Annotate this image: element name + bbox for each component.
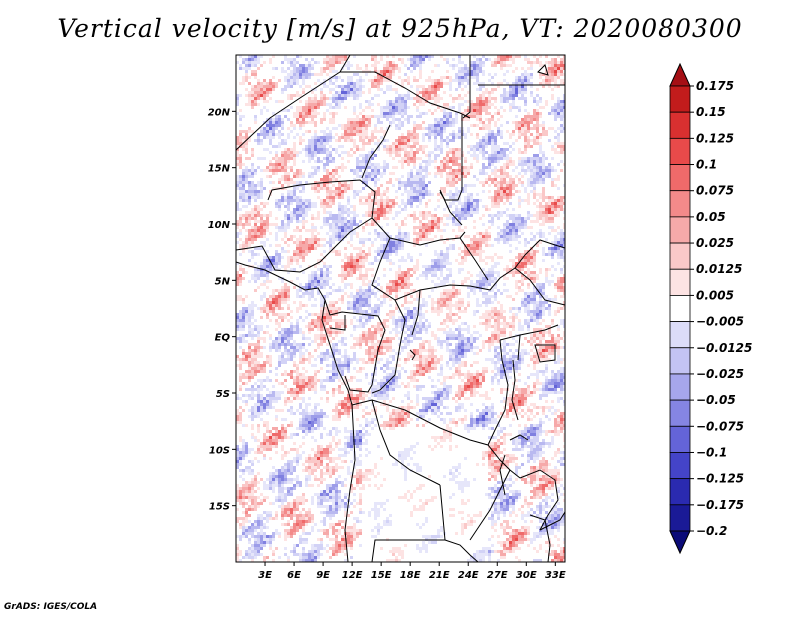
colorbar-label: 0.175	[696, 79, 734, 93]
colorbar-label: −0.025	[696, 367, 744, 381]
x-tick-label: 15E	[371, 570, 392, 581]
colorbar-segment	[669, 452, 691, 480]
colorbar-label: 0.05	[696, 210, 726, 224]
colorbar-top-arrow	[669, 62, 691, 87]
y-tick-label: 15N	[208, 164, 231, 175]
colorbar-label: −0.175	[696, 498, 744, 512]
y-tick-label: 5S	[216, 389, 230, 400]
y-tick-label: 15S	[209, 502, 230, 513]
colorbar-segment	[669, 216, 691, 244]
y-tick-label: 20N	[208, 107, 231, 118]
x-tick-label: 9E	[316, 570, 330, 581]
colorbar-label: −0.005	[696, 315, 744, 329]
y-axis: 20N 15N 10N 5N EQ 5S 10S 15S	[208, 107, 236, 513]
x-tick-label: 24E	[458, 570, 479, 581]
x-tick-label: 27E	[487, 570, 508, 581]
colorbar-segment	[669, 347, 691, 375]
y-tick-label: 10N	[208, 220, 231, 231]
y-tick-label: 10S	[209, 445, 230, 456]
colorbar-segment	[669, 478, 691, 506]
grads-credit: GrADS: IGES/COLA	[4, 602, 98, 612]
y-tick-label: EQ	[215, 333, 231, 344]
colorbar-label: 0.075	[696, 184, 734, 198]
velocity-field	[236, 55, 565, 562]
colorbar-segment	[669, 268, 691, 296]
x-tick-label: 3E	[258, 570, 272, 581]
colorbar-label: −0.1	[696, 445, 727, 459]
x-axis: 3E 6E 9E 12E 15E 18E 21E 24E 27E 30E 33E	[258, 562, 566, 581]
colorbar-bottom-arrow	[669, 530, 691, 555]
colorbar-segment	[669, 321, 691, 349]
colorbar-segment	[669, 373, 691, 401]
colorbar-segment	[669, 111, 691, 139]
colorbar-segment	[669, 504, 691, 532]
x-tick-label: 33E	[545, 570, 566, 581]
colorbar-segment	[669, 242, 691, 270]
colorbar-label: 0.15	[696, 105, 726, 119]
colorbar-label: 0.005	[696, 288, 734, 302]
colorbar-label: 0.1	[696, 158, 717, 172]
x-tick-label: 12E	[342, 570, 363, 581]
x-tick-label: 18E	[400, 570, 421, 581]
colorbar-segment	[669, 190, 691, 218]
y-tick-label: 5N	[215, 276, 231, 287]
colorbar: 0.175 0.15 0.125 0.1 0.075 0.05 0.025 0.0125 0.0…	[669, 62, 752, 555]
country-borders	[236, 55, 565, 562]
colorbar-label: −0.125	[696, 472, 744, 486]
colorbar-segment	[669, 85, 691, 113]
colorbar-label: −0.05	[696, 393, 736, 407]
x-tick-label: 30E	[516, 570, 537, 581]
colorbar-segment	[669, 164, 691, 192]
colorbar-label: −0.2	[696, 524, 727, 538]
chart-title: Vertical velocity [m/s] at 925hPa, VT: 2…	[57, 14, 743, 43]
x-tick-label: 6E	[287, 570, 301, 581]
plot-frame	[235, 54, 566, 563]
colorbar-label: 0.125	[696, 131, 734, 145]
colorbar-segment	[669, 137, 691, 165]
colorbar-label: −0.0125	[696, 341, 752, 355]
colorbar-segment	[669, 295, 691, 322]
colorbar-segment	[669, 399, 691, 427]
colorbar-label: 0.025	[696, 236, 734, 250]
colorbar-label: −0.075	[696, 419, 744, 433]
colorbar-segment	[669, 425, 691, 453]
colorbar-label: 0.0125	[696, 262, 742, 276]
x-tick-label: 21E	[429, 570, 450, 581]
